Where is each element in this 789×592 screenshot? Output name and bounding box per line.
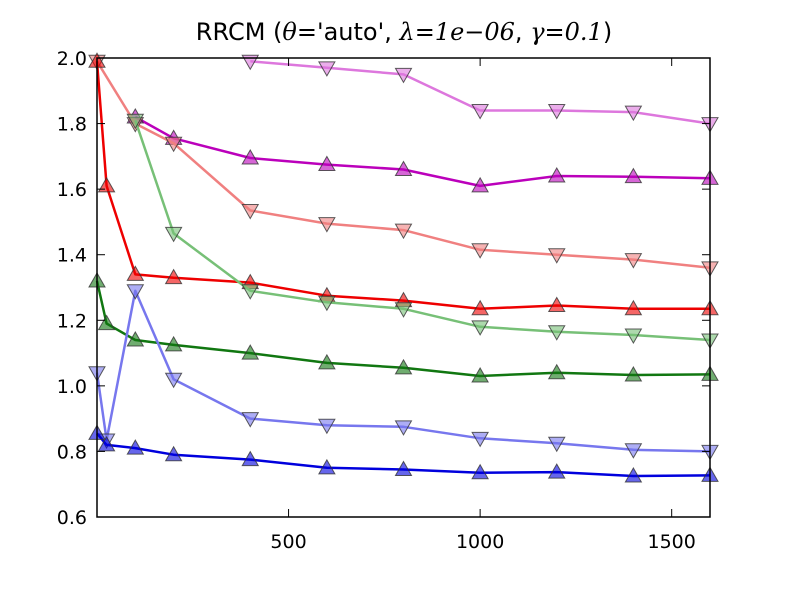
series-3-marker [394, 223, 413, 240]
series-8-marker [126, 439, 145, 455]
series-layer [88, 52, 719, 483]
series-1-marker [471, 103, 489, 120]
series-6-marker [126, 330, 145, 347]
series-3-marker [547, 248, 566, 264]
series-3-marker [471, 243, 489, 259]
y-tick-label: 1.6 [57, 179, 87, 201]
y-tick-label: 2.0 [57, 48, 87, 70]
series-8-marker [164, 445, 183, 462]
y-tick-label: 0.8 [57, 441, 87, 463]
series-8-marker [394, 460, 413, 476]
y-tick-label: 1.4 [57, 245, 87, 267]
series-5-marker [471, 320, 489, 336]
series-5-marker [624, 328, 643, 345]
series-8-marker [547, 463, 566, 479]
series-7-marker [471, 431, 489, 448]
series-2-marker [241, 148, 260, 165]
series-2-marker [394, 160, 413, 176]
series-2-marker [624, 167, 643, 184]
series-1-marker [318, 61, 336, 77]
series-1-marker [241, 54, 260, 71]
series-6-marker [241, 344, 260, 360]
series-7-marker [624, 443, 643, 459]
series-4-marker [547, 296, 566, 313]
series-6-marker [547, 363, 566, 380]
series-5-marker [126, 113, 145, 130]
y-tick-label: 1.8 [57, 114, 87, 136]
series-4-marker [97, 176, 116, 193]
axes-layer: 0.6 0.8 1.0 1.2 1.4 1.6 1.8 2.0 500 1000 1500 [57, 48, 711, 553]
series-7-marker [318, 418, 336, 435]
series-4-marker [624, 299, 643, 316]
y-tick-label: 1.2 [57, 310, 87, 332]
series-4-marker [126, 265, 145, 281]
series-4-marker [164, 268, 183, 285]
series-8 [88, 424, 719, 483]
series-1-marker [624, 105, 643, 122]
series-3-line [95, 60, 711, 270]
y-tick-label: 0.6 [57, 507, 87, 529]
series-1-marker [394, 67, 413, 84]
series-6-marker [624, 366, 643, 382]
series-5-marker [241, 284, 260, 300]
series-3-marker [241, 203, 260, 220]
series-8-marker [471, 463, 489, 480]
series-5-marker [394, 302, 413, 318]
x-tick-label: 1000 [456, 531, 504, 553]
series-1-marker [547, 103, 566, 120]
series-3-marker [164, 136, 183, 153]
series-3-marker [624, 253, 643, 269]
series-6-marker [471, 367, 489, 383]
x-tick-label: 500 [270, 531, 306, 553]
series-2-marker [318, 155, 336, 172]
series-4-marker [471, 299, 489, 316]
series-7-marker [241, 412, 260, 428]
series-8-marker [241, 450, 260, 467]
plot-frame [96, 57, 711, 518]
series-2-marker [471, 176, 489, 193]
series-5-marker [318, 295, 336, 312]
series-5 [126, 113, 719, 349]
y-tick-label: 1.0 [57, 376, 87, 398]
series-7-marker [394, 420, 413, 436]
x-tick-label: 1500 [648, 531, 696, 553]
series-7-marker [547, 436, 566, 453]
series-7-marker [126, 284, 145, 300]
series-5-marker [547, 325, 566, 341]
series-8-marker [624, 467, 643, 483]
series-6-marker [97, 314, 116, 331]
series-2-marker [547, 167, 566, 183]
series-7-marker [164, 372, 183, 389]
series-6-marker [394, 358, 413, 375]
chart-title: RRCM (θ='auto', λ=1e−06, γ=0.1) [196, 18, 612, 46]
series-8-marker [97, 435, 116, 452]
series-8-marker [318, 458, 336, 475]
series-6-marker [318, 353, 336, 370]
series-5-marker [164, 226, 183, 243]
series-1 [241, 54, 719, 133]
series-3-marker [318, 217, 336, 233]
series-6-marker [164, 335, 183, 352]
